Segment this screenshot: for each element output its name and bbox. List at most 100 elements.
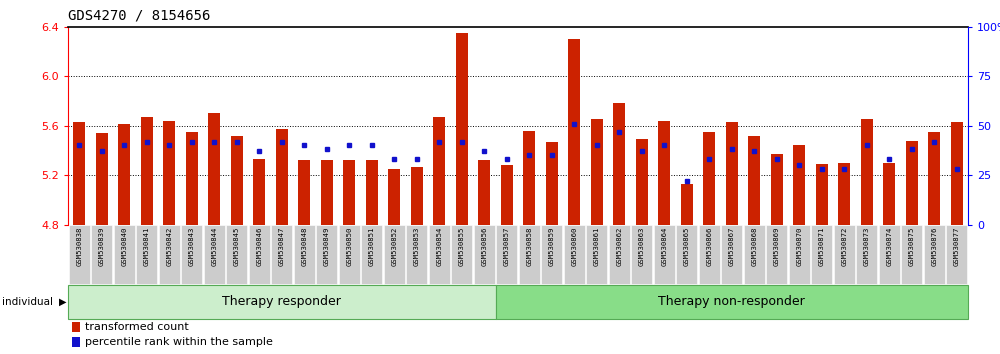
FancyBboxPatch shape [946, 225, 967, 284]
Bar [928, 132, 940, 225]
FancyBboxPatch shape [879, 225, 900, 284]
Text: GSM530853: GSM530853 [414, 227, 420, 266]
Bar [951, 122, 963, 225]
FancyBboxPatch shape [496, 285, 968, 319]
Text: GSM530856: GSM530856 [481, 227, 487, 266]
Text: GSM530845: GSM530845 [234, 227, 240, 266]
Bar [96, 133, 108, 225]
Text: GSM530857: GSM530857 [504, 227, 510, 266]
FancyBboxPatch shape [384, 225, 405, 284]
FancyBboxPatch shape [361, 225, 382, 284]
Bar [906, 141, 918, 225]
FancyBboxPatch shape [136, 225, 157, 284]
FancyBboxPatch shape [834, 225, 855, 284]
Text: GSM530864: GSM530864 [661, 227, 667, 266]
FancyBboxPatch shape [316, 225, 337, 284]
Text: GSM530862: GSM530862 [616, 227, 622, 266]
Bar [703, 132, 715, 225]
Bar [456, 33, 468, 225]
Text: GSM530867: GSM530867 [729, 227, 735, 266]
FancyBboxPatch shape [406, 225, 427, 284]
Text: Therapy responder: Therapy responder [222, 295, 341, 308]
Text: GSM530868: GSM530868 [751, 227, 757, 266]
Bar [883, 163, 895, 225]
Bar [636, 139, 648, 225]
Bar [298, 160, 310, 225]
Text: GSM530870: GSM530870 [796, 227, 802, 266]
FancyBboxPatch shape [586, 225, 607, 284]
Text: GSM530850: GSM530850 [346, 227, 352, 266]
Text: GSM530841: GSM530841 [144, 227, 150, 266]
Bar [546, 142, 558, 225]
Text: GSM530858: GSM530858 [526, 227, 532, 266]
Text: GSM530843: GSM530843 [189, 227, 195, 266]
FancyBboxPatch shape [609, 225, 630, 284]
FancyBboxPatch shape [474, 225, 495, 284]
Bar [253, 159, 265, 225]
Text: GDS4270 / 8154656: GDS4270 / 8154656 [68, 9, 210, 23]
Bar [748, 136, 760, 225]
Text: GSM530873: GSM530873 [864, 227, 870, 266]
Text: GSM530876: GSM530876 [931, 227, 937, 266]
Bar [501, 165, 513, 225]
FancyBboxPatch shape [91, 225, 112, 284]
FancyBboxPatch shape [564, 225, 585, 284]
Bar [163, 121, 175, 225]
Text: GSM530872: GSM530872 [841, 227, 847, 266]
Bar [861, 119, 873, 225]
Text: GSM530863: GSM530863 [639, 227, 645, 266]
Bar [186, 132, 198, 225]
Text: percentile rank within the sample: percentile rank within the sample [85, 337, 273, 347]
Text: GSM530852: GSM530852 [391, 227, 397, 266]
Bar [343, 160, 355, 225]
FancyBboxPatch shape [811, 225, 832, 284]
Text: ▶: ▶ [59, 297, 66, 307]
Bar [816, 164, 828, 225]
Text: GSM530866: GSM530866 [706, 227, 712, 266]
Text: GSM530855: GSM530855 [459, 227, 465, 266]
Text: GSM530851: GSM530851 [369, 227, 375, 266]
Text: GSM530860: GSM530860 [571, 227, 577, 266]
FancyBboxPatch shape [294, 225, 315, 284]
Text: GSM530877: GSM530877 [954, 227, 960, 266]
FancyBboxPatch shape [429, 225, 450, 284]
Text: GSM530874: GSM530874 [886, 227, 892, 266]
Bar [726, 122, 738, 225]
FancyBboxPatch shape [204, 225, 225, 284]
Text: GSM530871: GSM530871 [819, 227, 825, 266]
Bar [321, 160, 333, 225]
Bar [523, 131, 535, 225]
FancyBboxPatch shape [721, 225, 742, 284]
FancyBboxPatch shape [631, 225, 652, 284]
Text: GSM530844: GSM530844 [211, 227, 217, 266]
FancyBboxPatch shape [901, 225, 922, 284]
FancyBboxPatch shape [69, 225, 90, 284]
Text: GSM530859: GSM530859 [549, 227, 555, 266]
FancyBboxPatch shape [676, 225, 697, 284]
Bar [231, 136, 243, 225]
Bar [141, 117, 153, 225]
Bar [838, 163, 850, 225]
FancyBboxPatch shape [181, 225, 202, 284]
Text: GSM530838: GSM530838 [76, 227, 82, 266]
FancyBboxPatch shape [541, 225, 562, 284]
Bar [72, 337, 80, 347]
Text: GSM530875: GSM530875 [909, 227, 915, 266]
Text: Therapy non-responder: Therapy non-responder [658, 295, 805, 308]
Bar [411, 167, 423, 225]
FancyBboxPatch shape [159, 225, 180, 284]
Bar [276, 129, 288, 225]
FancyBboxPatch shape [766, 225, 787, 284]
Bar [591, 119, 603, 225]
Text: GSM530861: GSM530861 [594, 227, 600, 266]
Text: GSM530869: GSM530869 [774, 227, 780, 266]
FancyBboxPatch shape [789, 225, 810, 284]
FancyBboxPatch shape [654, 225, 675, 284]
Bar [793, 145, 805, 225]
FancyBboxPatch shape [519, 225, 540, 284]
FancyBboxPatch shape [744, 225, 765, 284]
Text: GSM530842: GSM530842 [166, 227, 172, 266]
Bar [568, 39, 580, 225]
Bar [118, 124, 130, 225]
Text: GSM530854: GSM530854 [436, 227, 442, 266]
